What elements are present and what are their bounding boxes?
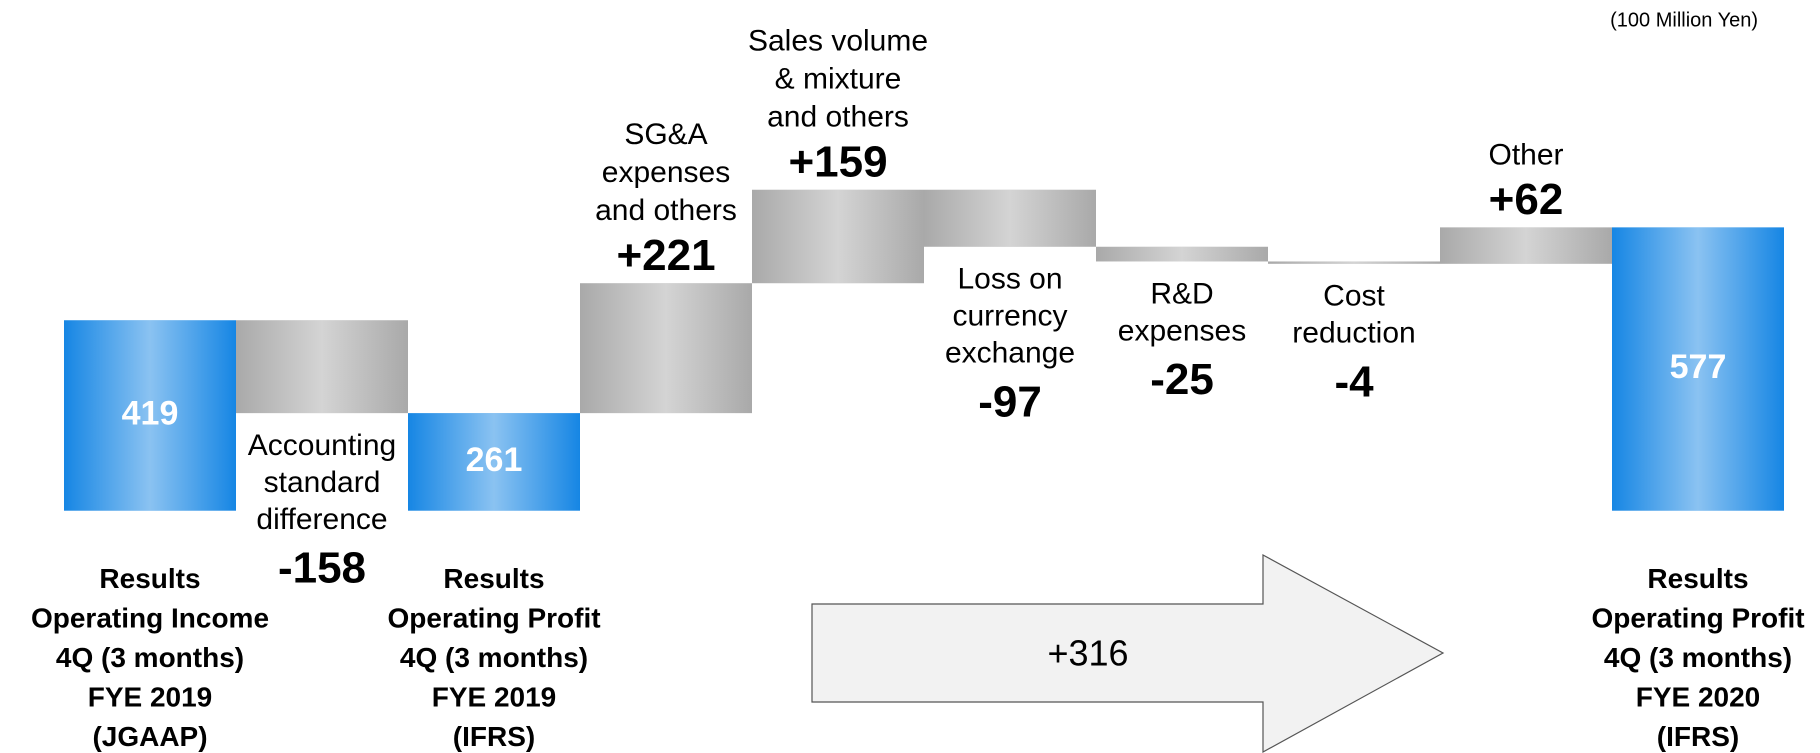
unit-label: (100 Million Yen) — [1610, 9, 1758, 31]
category-label: Results — [1647, 563, 1748, 594]
category-label: Sales volume — [748, 25, 928, 58]
bar-shine — [1612, 227, 1784, 511]
category-label: R&D — [1150, 277, 1213, 310]
value-label: 261 — [466, 441, 523, 479]
category-label: Operating Income — [31, 603, 269, 634]
value-label: +159 — [788, 137, 887, 186]
category-label: (JGAAP) — [92, 721, 207, 752]
bar-shine — [236, 320, 408, 414]
category-label: Results — [443, 563, 544, 594]
category-label: reduction — [1292, 317, 1415, 350]
category-label: currency — [952, 300, 1067, 333]
category-label: FYE 2020 — [1636, 682, 1761, 713]
value-label: -97 — [978, 377, 1042, 426]
category-label: exchange — [945, 337, 1075, 370]
category-label: (IFRS) — [453, 721, 535, 752]
value-label: +221 — [616, 231, 715, 280]
bar-shine — [580, 283, 752, 414]
category-label: (IFRS) — [1657, 721, 1739, 752]
value-label: 419 — [122, 394, 179, 432]
category-label: 4Q (3 months) — [1604, 642, 1792, 673]
category-label: SG&A — [624, 118, 707, 151]
category-label: FYE 2019 — [88, 682, 213, 713]
category-label: 4Q (3 months) — [56, 642, 244, 673]
value-label: 577 — [1670, 348, 1727, 386]
category-label: Loss on — [957, 263, 1062, 296]
value-label: -4 — [1334, 357, 1374, 406]
bar-shine — [924, 189, 1096, 247]
category-label: Results — [99, 563, 200, 594]
category-label: 4Q (3 months) — [400, 642, 588, 673]
bar-shine — [752, 189, 924, 284]
category-label: Accounting — [248, 429, 396, 462]
category-label: expenses — [602, 156, 730, 189]
category-label: expenses — [1118, 314, 1246, 347]
category-label: & mixture — [775, 63, 902, 96]
category-label: standard — [264, 466, 381, 499]
category-label: Other — [1488, 138, 1563, 171]
annotation: +316 — [1047, 633, 1128, 674]
category-label: Operating Profit — [1591, 603, 1804, 634]
category-label: FYE 2019 — [432, 682, 557, 713]
bar-shine — [64, 320, 236, 511]
category-label: and others — [595, 194, 737, 227]
category-label: difference — [256, 503, 387, 536]
value-label: +62 — [1489, 175, 1564, 224]
bar-shine — [1440, 227, 1612, 264]
value-label: -25 — [1150, 355, 1214, 404]
value-label: -158 — [278, 544, 366, 593]
bar-shine — [408, 413, 580, 511]
bar-shine — [1268, 261, 1440, 264]
category-label: Operating Profit — [387, 603, 600, 634]
category-label: and others — [767, 101, 909, 134]
arrow — [811, 553, 1445, 753]
bar-shine — [1096, 246, 1268, 262]
category-label: Cost — [1323, 280, 1385, 313]
